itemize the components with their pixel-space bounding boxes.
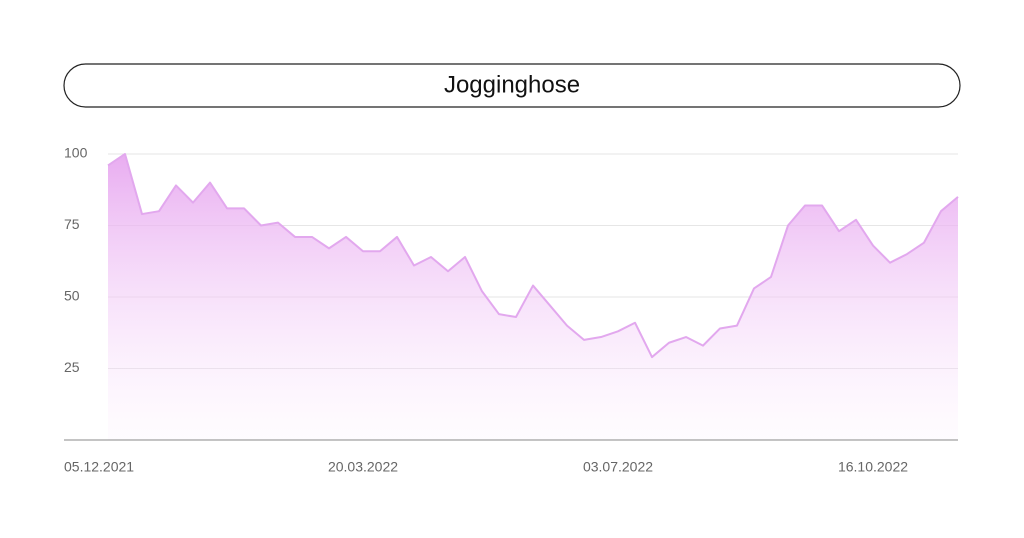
y-tick-label: 100 <box>64 145 88 161</box>
x-tick-label: 20.03.2022 <box>328 459 398 475</box>
y-tick-label: 75 <box>64 216 80 232</box>
y-tick-label: 25 <box>64 359 80 375</box>
y-tick-label: 50 <box>64 288 80 304</box>
x-tick-label: 16.10.2022 <box>838 459 908 475</box>
x-tick-label: 03.07.2022 <box>583 459 653 475</box>
title-pill <box>63 63 961 108</box>
area-fill <box>108 154 958 440</box>
x-tick-label: 05.12.2021 <box>64 459 134 475</box>
line <box>107 153 959 359</box>
chart-title: Jogginghose <box>444 71 580 98</box>
